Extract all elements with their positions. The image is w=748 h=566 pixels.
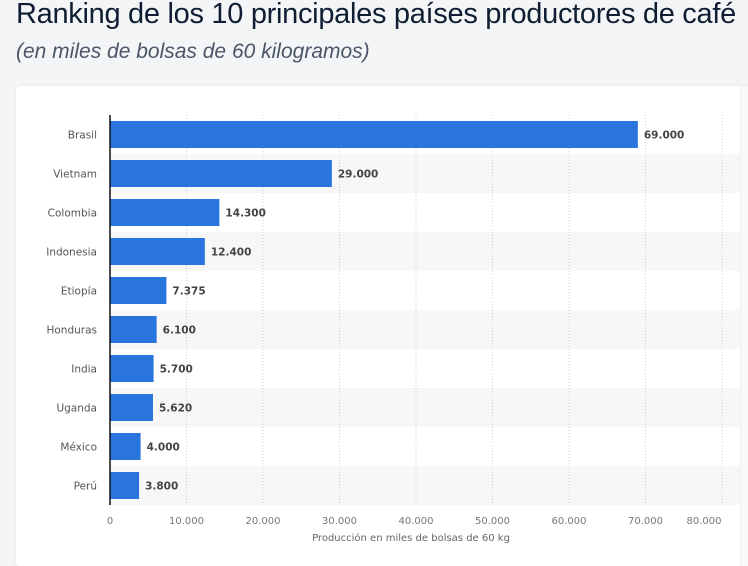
category-label: Indonesia [46, 247, 97, 259]
data-label: 7.375 [172, 286, 205, 298]
x-tick-label: 70.000 [628, 516, 663, 527]
x-tick-label: 30.000 [322, 516, 357, 527]
data-label: 29.000 [338, 169, 379, 181]
bar-colombia [110, 199, 220, 226]
page-title: Ranking de los 10 principales países pro… [16, 0, 736, 30]
x-tick-label: 20.000 [246, 516, 281, 527]
data-label: 6.100 [163, 325, 196, 337]
bar-honduras [110, 316, 157, 343]
side-panel [740, 86, 748, 566]
category-label: México [60, 442, 97, 454]
x-tick-label: 80.000 [687, 516, 722, 527]
x-tick-label: 60.000 [552, 516, 587, 527]
x-tick-label: 50.000 [475, 516, 510, 527]
bar-vietnam [110, 160, 332, 187]
row-stripe [110, 310, 740, 349]
row-stripe [110, 388, 740, 427]
bar-chart: 0 10.000 20.000 30.000 40.000 50.000 60.000 70.… [46, 115, 740, 544]
category-label: Honduras [46, 325, 97, 337]
x-tick-label: 10.000 [169, 516, 204, 527]
bar-méxico [110, 433, 141, 460]
x-tick-label: 0 [107, 516, 113, 527]
category-label: Vietnam [53, 169, 97, 181]
data-label: 5.620 [159, 403, 192, 415]
bar-brasil [110, 121, 638, 148]
category-label: Uganda [56, 403, 97, 415]
data-label: 5.700 [160, 364, 193, 376]
category-label: Perú [74, 481, 97, 493]
category-label: Brasil [68, 130, 97, 142]
x-tick-label: 40.000 [399, 516, 434, 527]
data-label: 14.300 [225, 208, 266, 220]
data-label: 4.000 [147, 442, 180, 454]
bar-uganda [110, 394, 153, 421]
x-axis-title: Producción en miles de bolsas de 60 kg [312, 532, 510, 544]
page-subtitle: (en miles de bolsas de 60 kilogramos) [16, 40, 370, 63]
bar-india [110, 355, 154, 382]
row-stripe [110, 466, 740, 505]
data-label: 69.000 [644, 130, 685, 142]
data-label: 3.800 [145, 481, 178, 493]
bar-perú [110, 472, 140, 499]
data-label: 12.400 [211, 247, 252, 259]
category-label: Colombia [48, 208, 97, 220]
category-label: India [71, 364, 97, 376]
row-stripe [110, 232, 740, 271]
category-label: Etiopía [61, 286, 97, 298]
bar-indonesia [110, 238, 205, 265]
bar-etiopía [110, 277, 167, 304]
